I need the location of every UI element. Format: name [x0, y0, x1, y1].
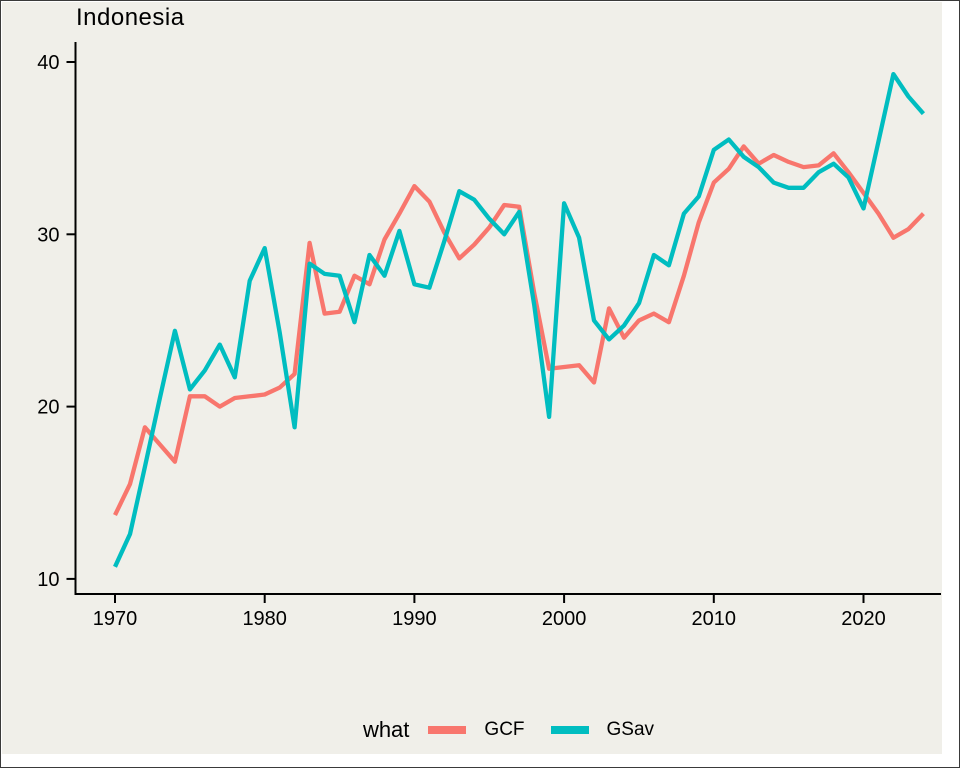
x-tick-label: 1980 — [242, 608, 287, 630]
y-tick-label: 10 — [37, 569, 59, 591]
legend-entry-gcf: GCF — [428, 719, 525, 741]
gcf-line — [113, 144, 925, 517]
x-tick-label: 1970 — [93, 608, 138, 630]
legend-title: what — [362, 717, 410, 742]
gsav-legend-label: GSav — [606, 719, 655, 740]
gsav-line-swatch — [550, 726, 589, 734]
gsav-line — [113, 71, 926, 568]
y-tick-label: 20 — [37, 397, 59, 419]
y-tick-label: 30 — [37, 224, 59, 246]
gcf-line-swatch — [428, 726, 467, 734]
gcf-legend-label: GCF — [484, 719, 525, 740]
plot-svg: 10 20 30 40 1970 1980 1990 2000 2010 2020 — [37, 42, 941, 630]
chart-canvas: Indonesia 10 20 30 40 1970 1980 1990 2000 2010 20… — [2, 2, 942, 754]
x-tick-label: 2000 — [542, 608, 587, 630]
y-tick-label: 40 — [37, 52, 59, 74]
legend-entry-gsav: GSav — [550, 719, 655, 741]
x-tick-label: 2010 — [692, 608, 737, 630]
x-tick-label: 1990 — [392, 608, 437, 630]
x-tick-label: 2020 — [841, 608, 886, 630]
chart-title: Indonesia — [76, 4, 185, 31]
legend: what GCF GSav — [75, 710, 942, 750]
